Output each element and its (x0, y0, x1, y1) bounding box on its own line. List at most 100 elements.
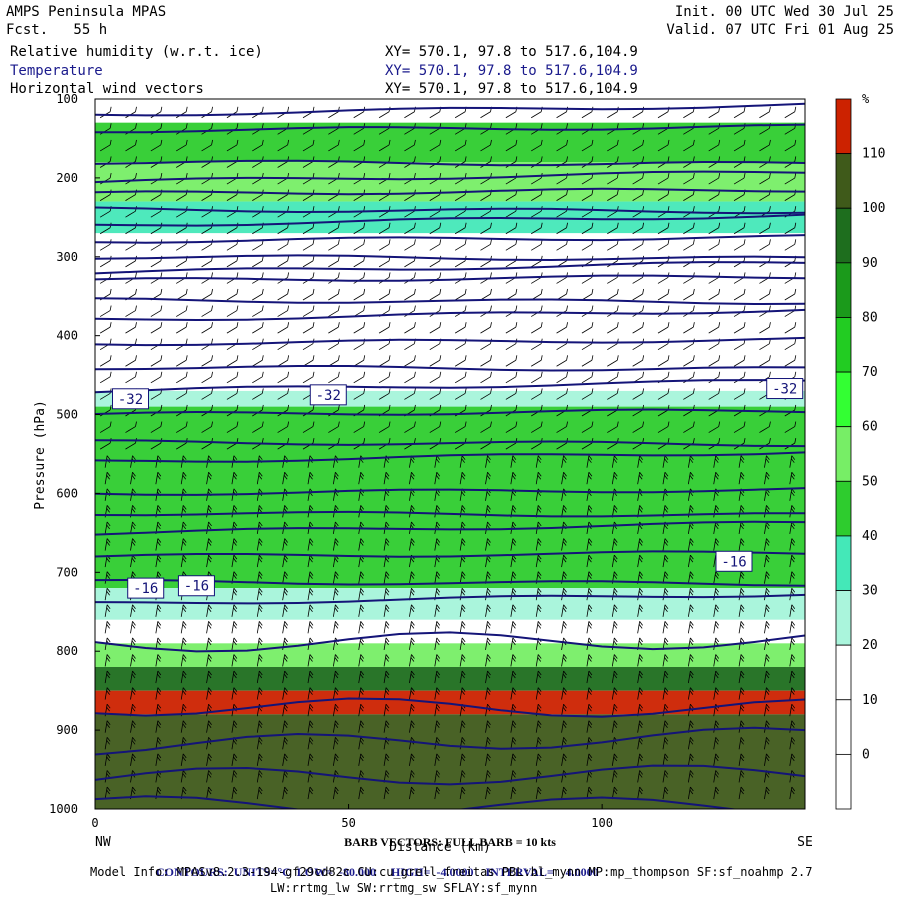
wind-barb (180, 654, 187, 667)
y-tick-label: 100 (56, 92, 78, 106)
temperature-contour (95, 274, 805, 282)
wind-barb (328, 239, 340, 251)
wind-barb (459, 720, 466, 733)
wind-barb (104, 621, 111, 634)
wind-barb (784, 338, 797, 351)
wind-barb (353, 355, 366, 367)
wind-barb (687, 571, 694, 584)
wind-barb (404, 322, 416, 334)
wind-barb (708, 288, 721, 301)
wind-barb (531, 421, 543, 433)
wind-barb (206, 554, 212, 568)
wind-barb (586, 687, 593, 700)
contour-label-text: -16 (721, 554, 746, 570)
wind-barb (789, 786, 796, 800)
wind-barb (378, 239, 391, 251)
wind-barb (277, 421, 290, 433)
wind-barb (531, 239, 543, 251)
wind-barb (713, 720, 720, 733)
wind-barb (434, 538, 441, 551)
wind-barb (764, 621, 770, 634)
y-tick-label: 600 (56, 486, 78, 500)
wind-barb (231, 786, 238, 800)
wind-barb (150, 305, 163, 317)
temperature-contour (95, 726, 805, 756)
wind-barb (231, 753, 238, 766)
colorbar-swatch (835, 371, 852, 428)
wind-barb (429, 272, 442, 284)
wind-barb (256, 538, 263, 551)
wind-barb (282, 786, 288, 800)
wind-barb (713, 505, 720, 518)
wind-barb (657, 139, 670, 152)
wind-barb (531, 338, 543, 351)
contour-label-text: -32 (118, 392, 143, 408)
wind-barb (480, 239, 492, 251)
wind-barb (155, 604, 162, 617)
wind-barb (561, 720, 567, 733)
wind-barb (683, 272, 695, 284)
wind-barb (733, 322, 746, 334)
wind-barb (404, 139, 416, 152)
wind-barb (328, 421, 340, 433)
wind-barb (328, 305, 340, 317)
wind-barb (454, 288, 467, 301)
wind-barb (607, 371, 619, 384)
wind-barb (454, 139, 467, 152)
wind-barb (328, 355, 340, 367)
wind-barb (510, 670, 517, 684)
wind-barb (713, 753, 720, 766)
wind-barb (155, 720, 162, 733)
wind-barb (130, 720, 136, 733)
wind-barb (459, 753, 466, 766)
wind-barb (784, 222, 797, 235)
wind-barb (632, 305, 645, 317)
wind-barb (99, 322, 112, 334)
wind-barb (611, 753, 618, 766)
wind-barb (231, 720, 238, 733)
contour-label-text: -32 (772, 382, 797, 398)
wind-barb (733, 288, 746, 301)
wind-barb (531, 322, 543, 334)
wind-barb (231, 505, 238, 518)
wind-barb (662, 770, 669, 783)
wind-barb (409, 687, 415, 700)
wind-barb (302, 305, 315, 317)
wind-barb (383, 472, 390, 485)
wind-barb (759, 421, 771, 433)
wind-barb (607, 421, 619, 433)
wind-barb (581, 305, 594, 317)
wind-barb (302, 421, 315, 433)
wind-barb (764, 554, 770, 568)
wind-barb (231, 587, 238, 601)
wind-barb (434, 753, 441, 766)
wind-barb (125, 421, 137, 433)
wind-barb (277, 288, 290, 301)
wind-barb (383, 604, 390, 617)
wind-barb (637, 604, 643, 617)
colorbar-level-label: 10 (862, 693, 878, 708)
wind-barb (611, 720, 618, 733)
colorbar-level-label: 100 (862, 201, 885, 216)
wind-barb (556, 222, 568, 235)
wind-barb (206, 670, 212, 684)
wind-barb (505, 322, 518, 334)
wind-barb (683, 421, 695, 433)
wind-barb (637, 538, 643, 551)
contour-label: -16 (177, 575, 215, 597)
wind-barb (662, 737, 669, 750)
wind-barb (687, 770, 694, 783)
wind-barb (733, 421, 746, 433)
wind-barb (358, 786, 365, 800)
wind-barb (581, 388, 594, 400)
wind-barb (687, 538, 694, 551)
wind-barb (176, 322, 188, 334)
wind-barb (683, 388, 695, 400)
wind-barb (130, 654, 136, 667)
wind-barb (130, 472, 136, 485)
wind-barb (332, 703, 339, 717)
y-tick-label: 500 (56, 408, 78, 422)
wind-barb (378, 272, 391, 284)
wind-barb (358, 472, 365, 485)
wind-barb (328, 272, 340, 284)
